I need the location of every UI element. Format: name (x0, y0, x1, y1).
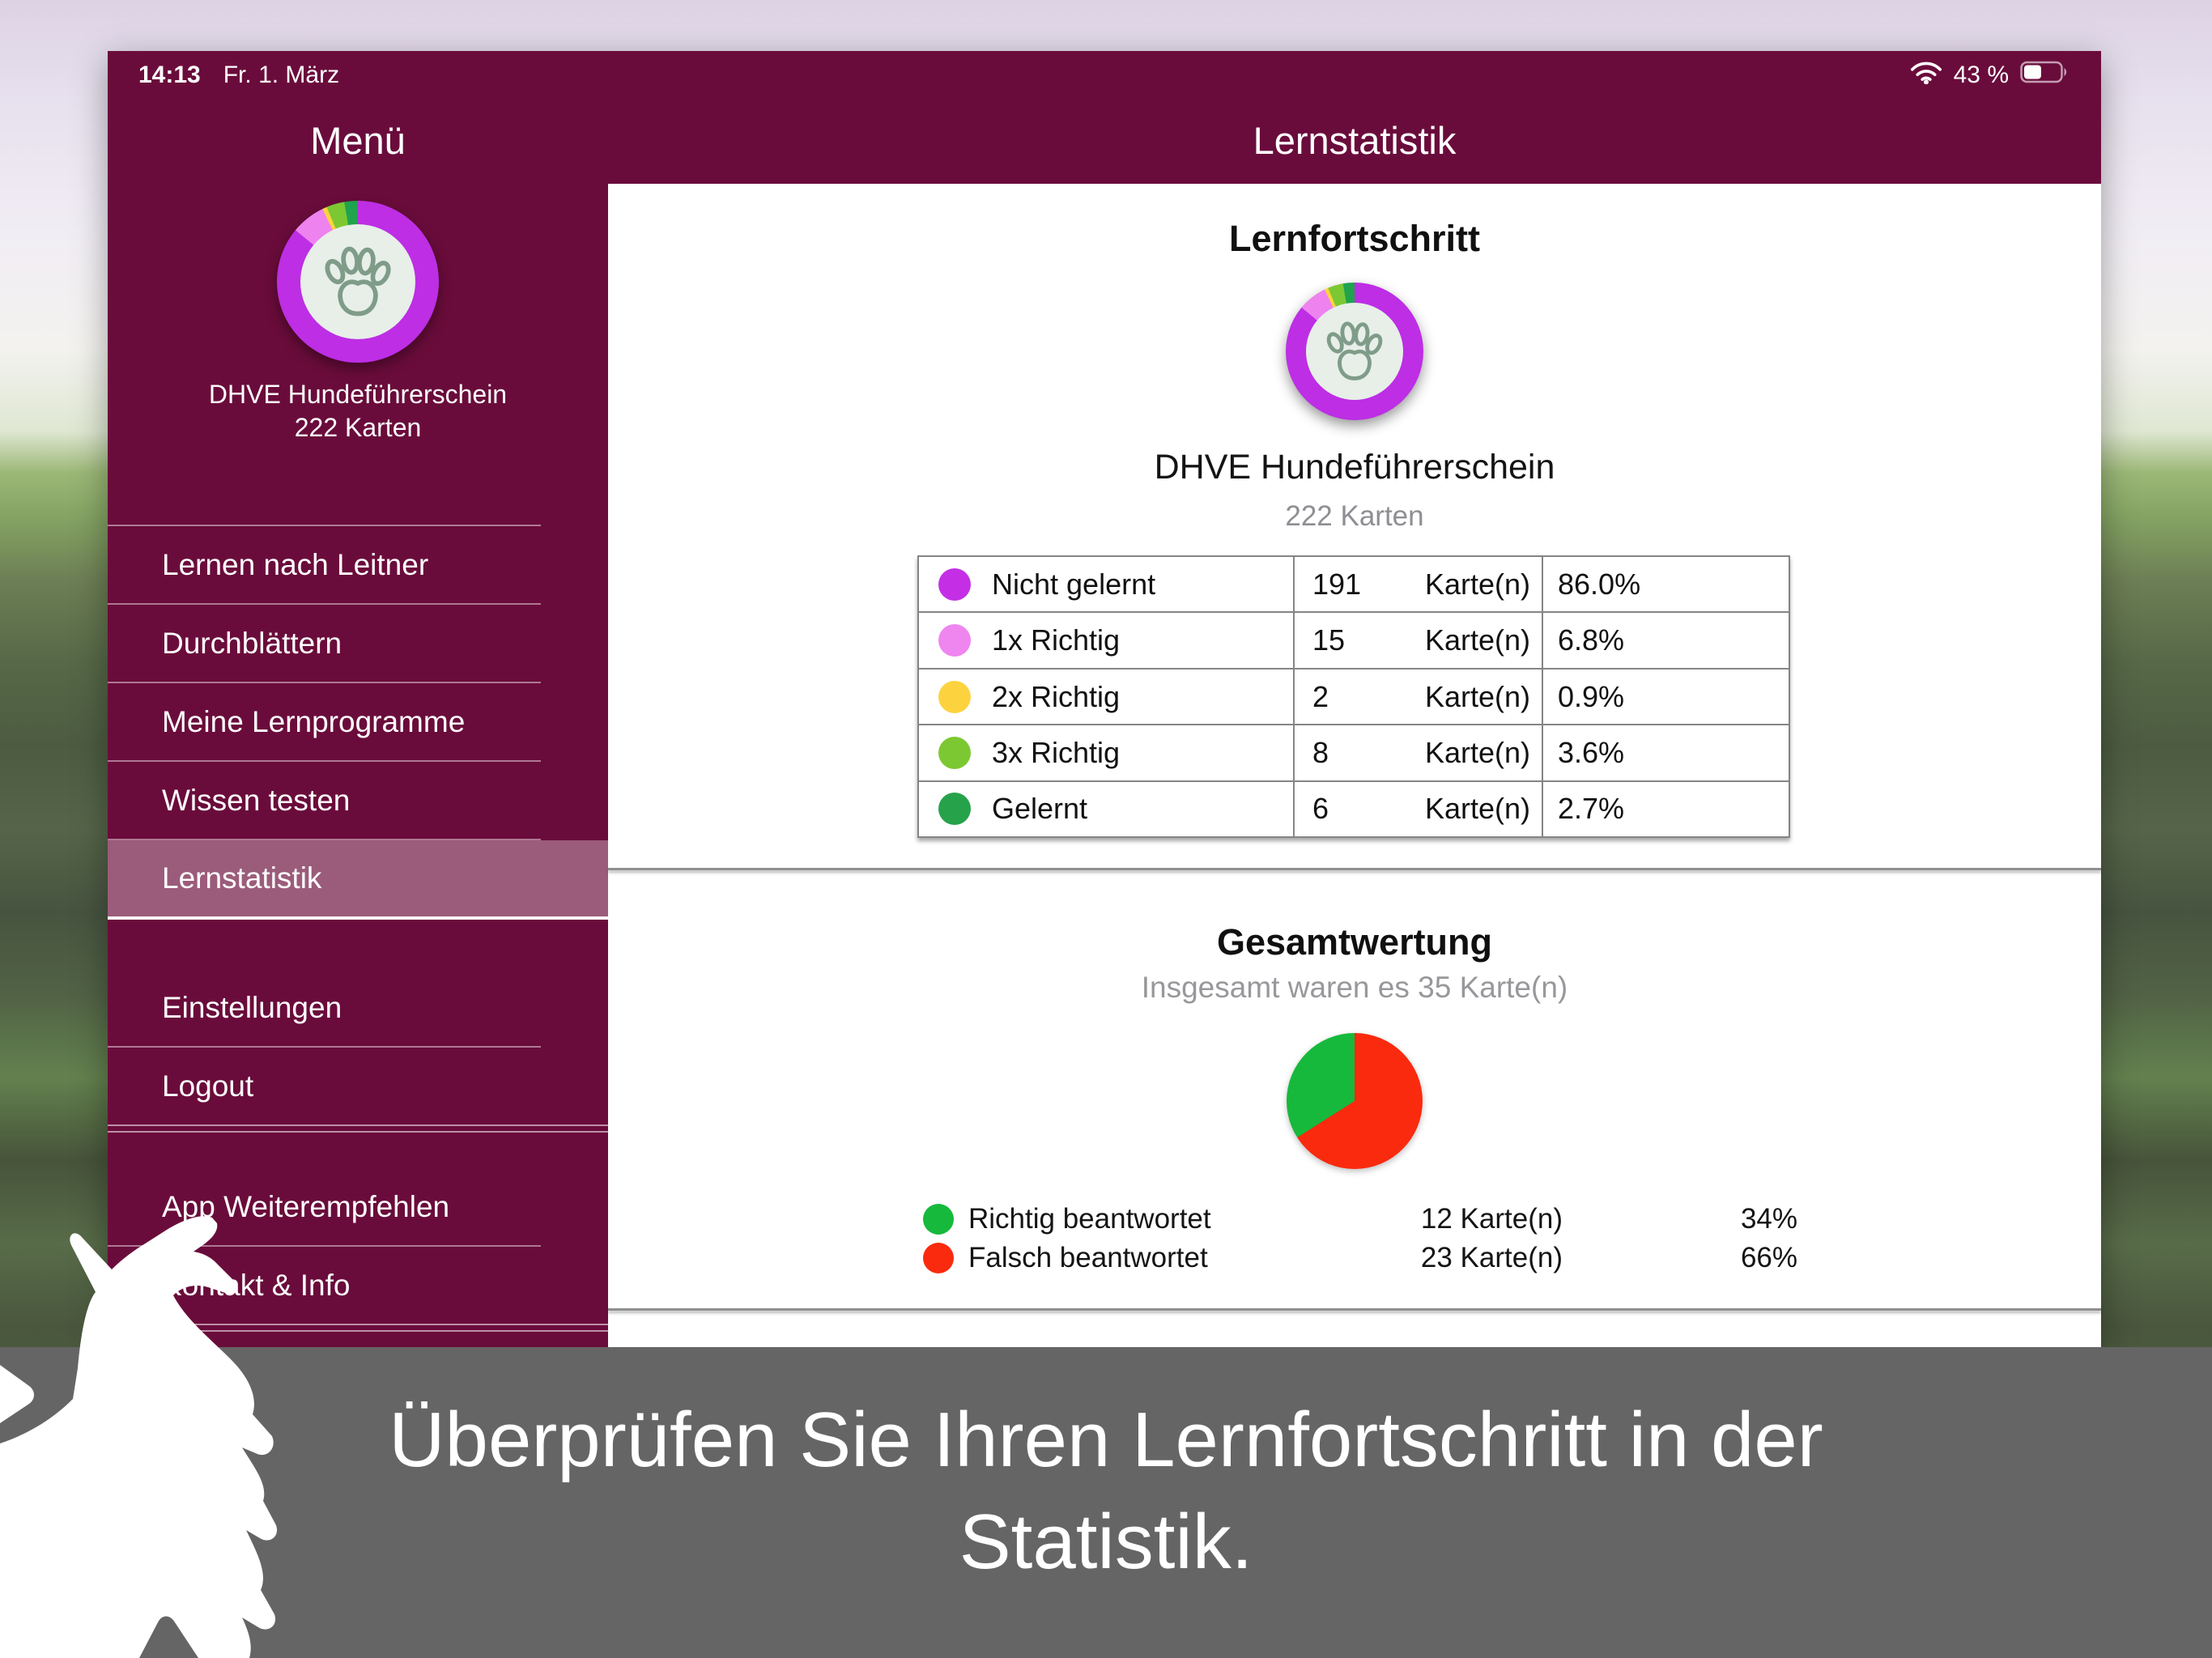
sidebar-item-meine-lernprogramme[interactable]: Meine Lernprogramme (162, 704, 466, 738)
battery-percent: 43 % (1953, 62, 2009, 88)
section-divider (608, 868, 2101, 870)
main-content: Lernfortschritt DHVE Hundeführerschein 2… (608, 184, 2101, 1347)
learning-progress-donut-chart (1286, 283, 1423, 420)
menu-gap (108, 920, 608, 969)
status-bar: 14:13 Fr. 1. März 43 % (108, 59, 2101, 91)
caption-banner: Überprüfen Sie Ihren Lernfortschritt in … (0, 1347, 2212, 1658)
app-header: 14:13 Fr. 1. März 43 % (108, 51, 2101, 184)
deck-progress-donut (277, 201, 439, 363)
table-row: 2x Richtig 2 Karte(n) 0.9% (919, 667, 1789, 725)
legend-row-richtig: Richtig beantwortet 12 Karte(n) 34% (923, 1200, 1797, 1239)
sidebar-deck-name: DHVE Hundeführerschein (208, 380, 508, 409)
section-divider (608, 1308, 2101, 1311)
legend-row-falsch: Falsch beantwortet 23 Karte(n) 66% (923, 1239, 1797, 1278)
app-window: 14:13 Fr. 1. März 43 % (108, 51, 2101, 1347)
sidebar-item-durchblaettern[interactable]: Durchblättern (162, 626, 342, 660)
pie-legend: Richtig beantwortet 12 Karte(n) 34% Fals… (923, 1200, 1797, 1278)
table-row: Gelernt 6 Karte(n) 2.7% (919, 780, 1789, 837)
legend-dot-2x-richtig (938, 680, 971, 713)
sidebar-item-logout[interactable]: Logout (162, 1069, 254, 1103)
menu-section-divider (108, 1324, 608, 1332)
menu-divider (108, 760, 541, 762)
menu-divider (108, 603, 541, 605)
table-row: Nicht gelernt 191 Karte(n) 86.0% (919, 557, 1789, 612)
menu-divider (108, 1245, 541, 1247)
sidebar-deck-cards: 222 Karten (294, 413, 422, 442)
table-row: 1x Richtig 15 Karte(n) 6.8% (919, 611, 1789, 668)
legend-dot-falsch (923, 1243, 954, 1273)
menu-divider (108, 839, 541, 840)
legend-dot-nicht-gelernt (938, 568, 971, 601)
section-title-lernfortschritt: Lernfortschritt (1228, 218, 1480, 259)
caption-text: Überprüfen Sie Ihren Lernfortschritt in … (389, 1397, 1823, 1585)
legend-dot-richtig (923, 1204, 954, 1235)
status-date: Fr. 1. März (223, 62, 340, 88)
paw-icon (300, 224, 415, 339)
total-subtitle: Insgesamt waren es 35 Karte(n) (1141, 971, 1568, 1004)
paw-icon (1306, 303, 1403, 400)
dog-silhouette (0, 1216, 278, 1658)
legend-dot-gelernt (938, 793, 971, 826)
total-result-pie-chart (1287, 1033, 1423, 1169)
battery-icon (2020, 59, 2070, 91)
page-title: Lernstatistik (1253, 119, 1457, 162)
menu-divider (108, 1046, 541, 1048)
wifi-icon (1910, 60, 1942, 91)
sidebar: DHVE Hundeführerschein 222 Karten Lernen… (108, 184, 608, 1347)
deck-name: DHVE Hundeführerschein (1154, 448, 1555, 487)
progress-table: Nicht gelernt 191 Karte(n) 86.0% 1x Richt… (917, 555, 1790, 838)
sidebar-item-lernstatistik-active[interactable]: Lernstatistik (108, 840, 608, 920)
menu-divider (108, 682, 541, 683)
deck-card-count: 222 Karten (1285, 500, 1424, 532)
legend-dot-3x-richtig (938, 736, 971, 769)
table-row: 3x Richtig 8 Karte(n) 3.6% (919, 724, 1789, 780)
menu-divider (108, 525, 541, 526)
sidebar-item-einstellungen[interactable]: Einstellungen (162, 990, 342, 1024)
section-title-gesamtwertung: Gesamtwertung (1216, 921, 1493, 963)
sidebar-title: Menü (310, 119, 406, 162)
menu-section-divider (108, 1124, 608, 1133)
sidebar-deck-info: DHVE Hundeführerschein 222 Karten (108, 378, 608, 444)
status-time: 14:13 (138, 62, 201, 88)
sidebar-item-lernen-nach-leitner[interactable]: Lernen nach Leitner (162, 547, 429, 581)
legend-dot-1x-richtig (938, 624, 971, 657)
sidebar-item-wissen-testen[interactable]: Wissen testen (162, 783, 351, 817)
